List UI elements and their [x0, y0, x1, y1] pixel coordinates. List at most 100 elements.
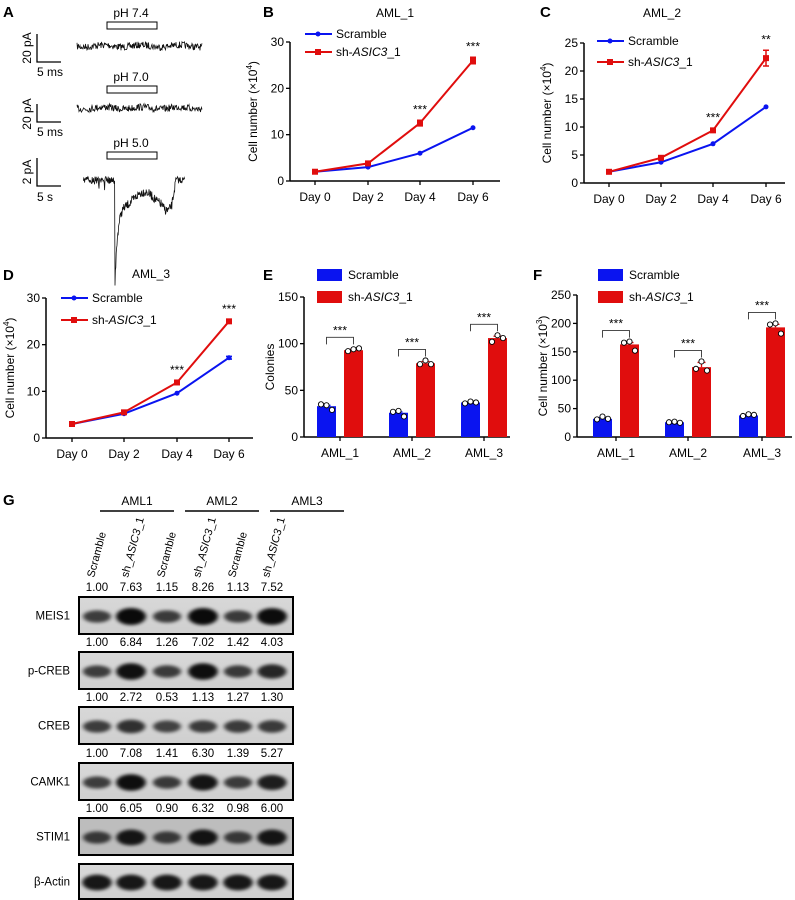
chart-e-data-point	[427, 361, 435, 368]
panel-label-d: D	[3, 267, 14, 284]
legend-suffix: _1	[142, 313, 157, 327]
band-quantification: 1.00	[86, 748, 108, 760]
chart-e-data-point	[461, 400, 469, 407]
chart-e-data-point	[416, 361, 424, 368]
chart-f-data-point	[698, 358, 705, 365]
blot-group-label: AML2	[206, 494, 238, 508]
chart-e-legend-label: Scramble	[348, 268, 399, 282]
panel-label-f: F	[533, 267, 542, 284]
chart-f-bar	[665, 422, 684, 437]
band-quantification: 1.41	[156, 748, 178, 760]
chart-b-x-tick-label: Day 6	[457, 190, 489, 204]
chart-f-x-tick-label: AML_3	[743, 446, 781, 460]
chart-e-y-tick-label: 100	[278, 337, 298, 351]
protein-band	[257, 774, 287, 791]
protein-band	[153, 720, 181, 733]
chart-f-significance: ***	[681, 336, 695, 350]
chart-b-point	[417, 120, 423, 127]
chart-d-legend-label: Scramble	[92, 291, 143, 305]
chart-f-significance-bracket	[748, 311, 776, 320]
band-quantification: 1.00	[86, 637, 108, 649]
lane-label: Scramble	[155, 531, 179, 579]
protein-band	[82, 720, 112, 733]
chart-c-series-line	[608, 57, 767, 173]
chart-b-legend-label: sh-ASIC3_1	[336, 45, 401, 59]
protein-band	[188, 874, 218, 891]
ylabel-main: Cell number (×10	[540, 71, 554, 164]
legend-italic: ASIC3	[645, 290, 681, 304]
protein-band	[223, 874, 253, 891]
chart-d-y-tick-label: 20	[27, 338, 41, 352]
scale-bar	[36, 34, 61, 63]
chart-d-legend-label: sh-ASIC3_1	[92, 313, 157, 327]
chart-f-y-tick-label: 250	[551, 288, 571, 302]
legend-suffix: _1	[398, 290, 413, 304]
chart-b-significance: ***	[413, 102, 427, 116]
current-trace	[76, 40, 203, 52]
legend-italic: ASIC3	[364, 290, 400, 304]
legend-suffix: _1	[678, 55, 693, 69]
protein-band	[116, 608, 146, 625]
band-quantification: 1.00	[86, 582, 108, 594]
band-quantification: 1.42	[227, 637, 249, 649]
chart-f-data-point	[692, 365, 700, 372]
chart-d-y-tick-label: 0	[33, 431, 40, 445]
protein-band	[152, 831, 182, 844]
scale-bar-y-label: 2 pA	[20, 160, 34, 185]
protein-band	[82, 610, 112, 623]
chart-f-bar	[692, 367, 711, 437]
legend-prefix: sh-	[628, 55, 645, 69]
protein-band	[223, 720, 253, 733]
blot-frame	[78, 817, 294, 856]
band-quantification: 7.02	[192, 637, 214, 649]
stimulus-bar	[106, 151, 158, 160]
protein-band	[188, 774, 218, 791]
protein-band	[82, 776, 112, 789]
band-quantification: 1.27	[227, 692, 249, 704]
chart-d-point	[69, 421, 75, 427]
protein-band	[257, 664, 287, 679]
ylabel-exponent: 4	[539, 66, 548, 71]
chart-c-x-tick-label: Day 2	[645, 192, 677, 206]
band-quantification: 1.26	[156, 637, 178, 649]
lane-label-suffix: _1	[132, 516, 147, 532]
chart-c-point	[658, 154, 664, 161]
band-quantification: 0.98	[227, 803, 249, 815]
lane-label-prefix: sh_	[191, 558, 207, 579]
chart-d-series-line	[71, 320, 230, 425]
legend-suffix: _1	[386, 45, 401, 59]
chart-e-significance: ***	[405, 335, 419, 349]
protein-band	[223, 776, 253, 789]
chart-f-legend-label: Scramble	[629, 268, 680, 282]
protein-band	[116, 829, 146, 846]
chart-e-y-axis-label: Colonies	[263, 344, 277, 391]
lane-label-italic: ASIC3	[265, 527, 285, 563]
scale-bar-x-label: 5 ms	[37, 65, 63, 79]
chart-f-y-tick-label: 150	[551, 345, 571, 359]
chart-f-y-axis-label: Cell number (×103)	[535, 316, 550, 417]
lane-label: sh_ASIC3_1	[260, 516, 288, 579]
chart-c-point	[606, 168, 612, 175]
stimulus-label: pH 7.0	[113, 70, 149, 84]
chart-c-legend-marker	[607, 38, 613, 44]
chart-e-data-point	[344, 348, 352, 355]
chart-d-legend-marker	[71, 317, 77, 323]
legend-prefix: sh-	[336, 45, 353, 59]
chart-f-data-point	[777, 330, 785, 337]
chart-b-y-tick-label: 20	[271, 81, 285, 95]
chart-b-y-tick-label: 30	[271, 35, 285, 49]
panel-label-g: G	[3, 492, 15, 509]
chart-c-legend-label: sh-ASIC3_1	[628, 55, 693, 69]
chart-f-bar	[766, 327, 785, 437]
protein-band	[257, 829, 287, 846]
chart-b-significance: ***	[466, 39, 480, 53]
chart-f-x-tick-label: AML_2	[669, 446, 707, 460]
scale-bar	[36, 104, 61, 123]
chart-d-x-tick-label: Day 2	[108, 447, 140, 461]
chart-f-data-point	[671, 418, 678, 425]
band-quantification: 1.13	[227, 582, 249, 594]
chart-b-y-tick-label: 0	[277, 174, 284, 188]
chart-e-x-tick-label: AML_3	[465, 446, 503, 460]
chart-c-legend-marker	[607, 59, 613, 65]
protein-band	[152, 776, 182, 789]
